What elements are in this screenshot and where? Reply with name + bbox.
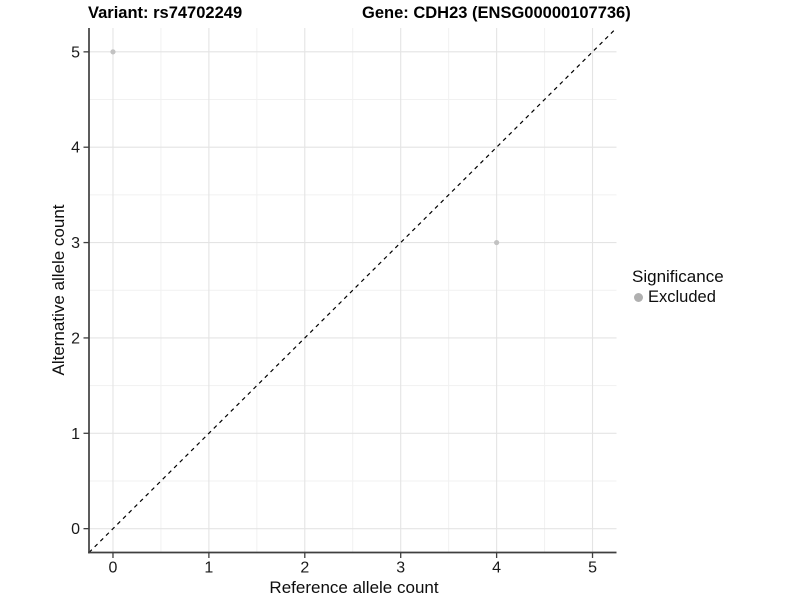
y-axis-title: Alternative allele count	[49, 204, 68, 376]
x-tick-label: 4	[492, 560, 501, 577]
y-tick-label: 2	[71, 330, 80, 347]
legend-item-excluded: Excluded	[634, 288, 724, 307]
x-tick-label: 3	[396, 560, 405, 577]
y-tick-label: 4	[71, 140, 80, 157]
x-tick-label: 5	[588, 560, 597, 577]
y-tick-label: 1	[71, 426, 80, 443]
y-tick-label: 5	[71, 44, 80, 61]
x-tick-label: 0	[109, 560, 118, 577]
x-axis-title: Reference allele count	[269, 578, 439, 597]
x-tick-label: 1	[204, 560, 213, 577]
identity-line	[88, 27, 617, 553]
plot-title-gene: Gene: CDH23 (ENSG00000107736)	[362, 4, 631, 22]
y-tick-label: 0	[71, 521, 80, 538]
x-tick-label: 2	[300, 560, 309, 577]
gray-dot-icon	[634, 293, 643, 302]
data-point	[494, 239, 500, 246]
legend: Significance Excluded	[632, 266, 724, 307]
legend-item-label: Excluded	[648, 288, 716, 306]
plot-title-variant: Variant: rs74702249	[88, 4, 243, 22]
legend-title: Significance	[632, 267, 724, 286]
y-tick-label: 3	[71, 235, 80, 252]
data-point	[110, 49, 116, 55]
